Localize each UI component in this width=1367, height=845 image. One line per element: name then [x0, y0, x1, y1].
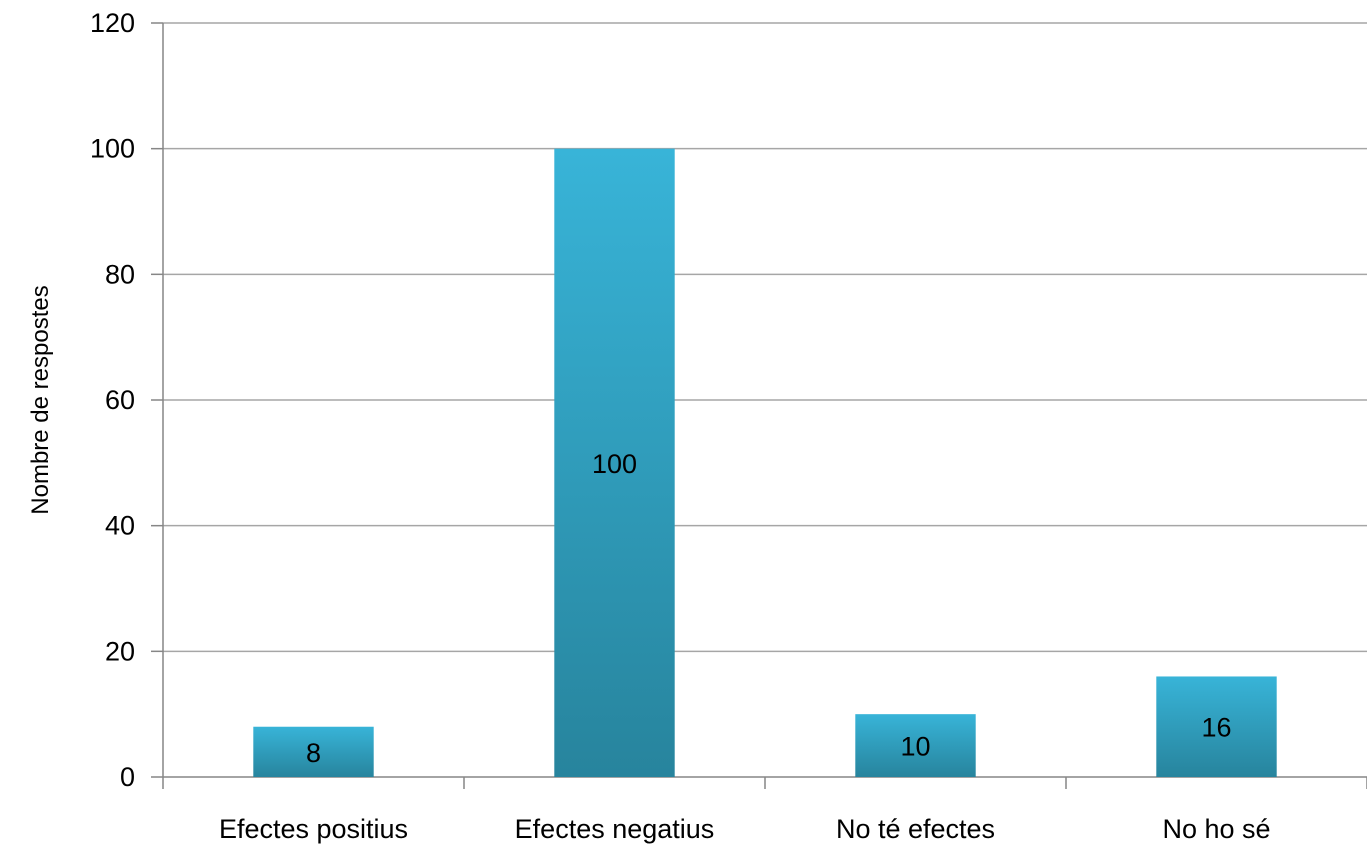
y-tick-label: 100 [90, 134, 135, 164]
data-label: 16 [1201, 713, 1231, 743]
y-tick-label: 20 [105, 636, 135, 666]
y-tick-label: 40 [105, 511, 135, 541]
labels: 0 20 40 60 80 100 120 8 Efectes positius 100 Efect… [90, 8, 1271, 844]
y-tick-label: 60 [105, 385, 135, 415]
bar [855, 714, 976, 777]
x-tick-label: Efectes positius [219, 814, 408, 844]
y-axis-title: Nombre de respostes [27, 285, 54, 514]
data-label: 100 [592, 449, 637, 479]
y-tick-label: 120 [90, 8, 135, 38]
bar [1156, 676, 1277, 777]
x-tick-label: No té efectes [836, 814, 995, 844]
y-tick-label: 0 [120, 762, 135, 792]
data-label: 8 [306, 738, 321, 768]
axes [151, 22, 1367, 789]
bars [253, 148, 1277, 777]
x-tick-label: No ho sé [1162, 814, 1270, 844]
x-tick-label: Efectes negatius [515, 814, 715, 844]
bar [253, 726, 374, 777]
y-tick-label: 80 [105, 259, 135, 289]
bar [554, 148, 675, 777]
data-label: 10 [900, 732, 930, 762]
gridlines [163, 22, 1367, 653]
